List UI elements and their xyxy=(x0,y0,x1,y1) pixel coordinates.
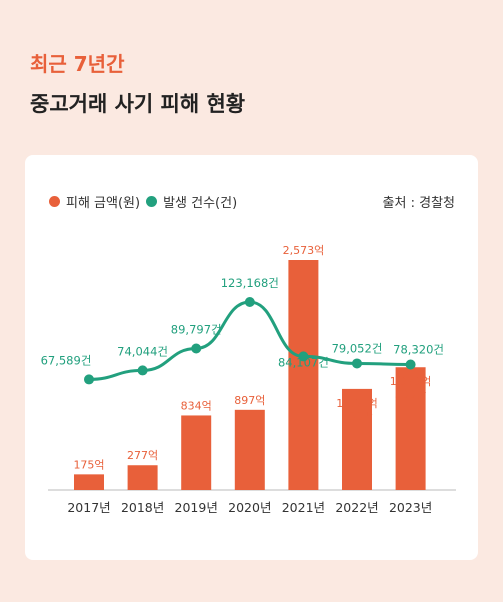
x-tick-label: 2017년 xyxy=(67,500,110,515)
bar xyxy=(395,367,426,490)
legend-label-case-count: 발생 건수(건) xyxy=(163,196,238,211)
line-point xyxy=(405,359,416,370)
x-tick-label: 2020년 xyxy=(228,500,271,515)
x-tick-label: 2023년 xyxy=(389,500,432,515)
chart-subtitle: 최근 7년간 xyxy=(30,52,125,76)
line-value-label: 79,052건 xyxy=(332,341,383,355)
line-point xyxy=(137,365,148,376)
line-value-label: 74,044건 xyxy=(117,344,168,358)
bar-value-label: 175억 xyxy=(73,458,104,471)
bar-value-label: 277억 xyxy=(127,449,158,462)
bar-value-label: 897억 xyxy=(234,394,265,407)
legend-label-damage-amount: 피해 금액(원) xyxy=(66,196,141,211)
bar xyxy=(181,415,212,490)
bar xyxy=(127,465,158,490)
line-value-label: 89,797건 xyxy=(171,322,222,336)
chart-title: 중고거래 사기 피해 현황 xyxy=(30,92,246,116)
bar-value-label: 1,373억 300만 xyxy=(390,375,432,401)
bar xyxy=(74,474,104,490)
line-value-label: 67,589건 xyxy=(41,353,92,367)
line-point xyxy=(352,358,362,369)
x-tick-label: 2022년 xyxy=(335,500,378,515)
x-tick-label: 2018년 xyxy=(121,500,164,515)
line-point xyxy=(244,297,255,307)
source-note: 출처 : 경찰청 xyxy=(382,196,455,211)
legend-swatch-bar xyxy=(49,196,60,207)
legend-swatch-line xyxy=(146,196,158,207)
bar-value-label: 1,131억 100만 xyxy=(336,397,378,423)
bar-value-label: 834억 xyxy=(181,399,212,412)
chart-card xyxy=(25,155,478,560)
line-point xyxy=(191,343,202,354)
bar xyxy=(234,409,265,490)
x-tick-label: 2021년 xyxy=(282,500,325,515)
line-point xyxy=(84,374,94,385)
line-value-label: 123,168건 xyxy=(221,276,279,290)
legend: 피해 금액(원) 발생 건수(건) xyxy=(49,192,243,211)
bar xyxy=(288,260,319,490)
line-point xyxy=(298,351,309,362)
line-value-label: 84,107건 xyxy=(278,355,329,369)
x-tick-label: 2019년 xyxy=(175,500,218,515)
legend-item-case-count: 발생 건수(건) xyxy=(146,192,237,211)
bar-value-label: 2,573억 xyxy=(283,244,325,257)
legend-item-damage-amount: 피해 금액(원) xyxy=(49,192,140,211)
line-value-label: 78,320건 xyxy=(393,342,444,356)
bar xyxy=(342,388,372,490)
